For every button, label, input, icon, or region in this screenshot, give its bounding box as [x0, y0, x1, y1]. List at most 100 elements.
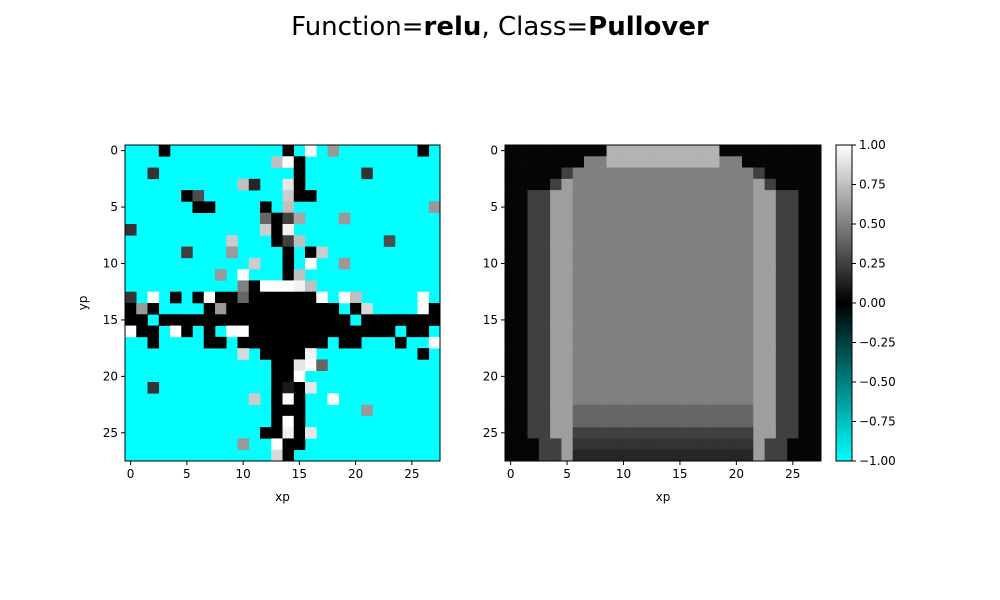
heatmap-cell — [595, 269, 607, 281]
y-tick-label: 25 — [483, 426, 498, 440]
heatmap-cell — [742, 246, 754, 259]
heatmap-cell — [226, 291, 238, 304]
heatmap-cell — [775, 449, 788, 462]
heatmap-cell — [730, 427, 743, 439]
heatmap-cell — [663, 190, 675, 202]
heatmap-cell — [271, 303, 283, 315]
heatmap-cell — [730, 190, 743, 202]
heatmap-cell — [685, 348, 698, 360]
heatmap-cell — [629, 393, 641, 405]
heatmap-cell — [584, 178, 596, 191]
heatmap-cell — [798, 370, 811, 383]
heatmap-cell — [203, 336, 216, 349]
heatmap-cell — [730, 438, 743, 451]
heatmap-cell — [651, 415, 664, 428]
heatmap-cell — [595, 246, 607, 259]
heatmap-cell — [617, 348, 630, 360]
heatmap-cell — [651, 314, 664, 326]
x-tick-label: 10 — [616, 467, 631, 481]
heatmap-cell — [640, 167, 653, 180]
heatmap-cell — [787, 178, 799, 191]
heatmap-cell — [640, 404, 653, 417]
heatmap-cell — [742, 348, 754, 360]
heatmap-cell — [527, 348, 540, 360]
heatmap-cell — [538, 235, 551, 247]
heatmap-cell — [316, 336, 328, 349]
heatmap-cell — [248, 303, 261, 315]
heatmap-cell — [730, 449, 743, 462]
heatmap-cell — [764, 370, 777, 383]
heatmap-cell — [663, 201, 675, 214]
heatmap-cell — [305, 280, 317, 293]
heatmap-cell — [584, 325, 596, 338]
heatmap-cell — [730, 393, 743, 405]
heatmap-cell — [516, 212, 528, 225]
heatmap-cell — [248, 280, 261, 293]
title-prefix: Function= — [291, 12, 423, 42]
heatmap-cell — [561, 382, 574, 394]
heatmap-cell — [538, 224, 551, 236]
heatmap-cell — [617, 415, 630, 428]
heatmap-cell — [316, 359, 328, 372]
heatmap-cell — [775, 280, 788, 293]
heatmap-cell — [572, 404, 585, 417]
heatmap-cell — [708, 348, 720, 360]
heatmap-cell — [572, 257, 585, 270]
heatmap-cell — [775, 393, 788, 405]
heatmap-cell — [708, 280, 720, 293]
heatmap-cell — [271, 325, 283, 338]
heatmap-cell — [572, 370, 585, 383]
y-tick-label: 15 — [103, 313, 118, 327]
colorbar-tick-label: 0.25 — [859, 257, 886, 271]
heatmap-cell — [764, 156, 777, 168]
heatmap-cell — [527, 415, 540, 428]
heatmap-cell — [538, 269, 551, 281]
heatmap-cell — [730, 280, 743, 293]
heatmap-cell — [428, 303, 441, 315]
heatmap-cell — [282, 190, 295, 202]
heatmap-cell — [753, 156, 765, 168]
heatmap-cell — [753, 438, 765, 451]
heatmap-cell — [527, 291, 540, 304]
heatmap-cell — [584, 235, 596, 247]
heatmap-cell — [417, 291, 430, 304]
heatmap-cell — [719, 325, 732, 338]
heatmap-cell — [651, 438, 664, 451]
heatmap-cell — [685, 224, 698, 236]
heatmap-cell — [282, 201, 295, 214]
heatmap-cell — [719, 156, 732, 168]
heatmap-cell — [561, 415, 574, 428]
heatmap-cell — [606, 449, 619, 462]
heatmap-cell — [742, 336, 754, 349]
heatmap-cell — [550, 325, 562, 338]
heatmap-cell — [561, 291, 574, 304]
heatmap-cell — [305, 325, 317, 338]
heatmap-cell — [787, 438, 799, 451]
heatmap-cell — [572, 359, 585, 372]
heatmap-cell — [742, 415, 754, 428]
x-tick-label: 5 — [563, 467, 571, 481]
heatmap-cell — [775, 167, 788, 180]
heatmap-cell — [798, 336, 811, 349]
heatmap-cell — [293, 156, 306, 168]
heatmap-cell — [617, 314, 630, 326]
colorbar-gradient — [835, 144, 853, 462]
heatmap-cell — [640, 269, 653, 281]
heatmap-cell — [406, 314, 418, 326]
heatmap-cell — [730, 415, 743, 428]
heatmap-cell — [305, 257, 317, 270]
heatmap-cell — [260, 303, 272, 315]
heatmap-cell — [798, 438, 811, 451]
heatmap-cell — [787, 404, 799, 417]
heatmap-cell — [708, 325, 720, 338]
heatmap-cell — [663, 257, 675, 270]
heatmap-cell — [640, 246, 653, 259]
heatmap-cell — [809, 314, 822, 326]
heatmap-cell — [271, 291, 283, 304]
heatmap-cell — [595, 291, 607, 304]
heatmap-cell — [595, 438, 607, 451]
heatmap-cell — [226, 325, 238, 338]
heatmap-cell — [561, 449, 574, 462]
heatmap-cell — [237, 314, 250, 326]
heatmap-cell — [674, 167, 686, 180]
